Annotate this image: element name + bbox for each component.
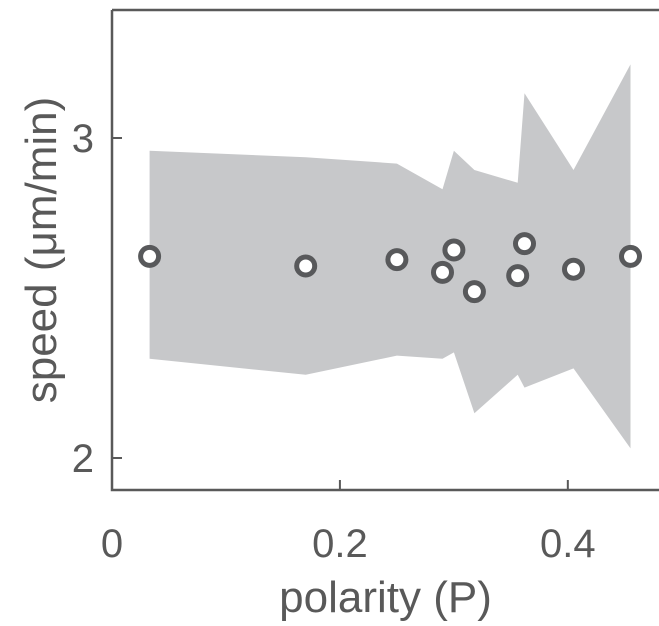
- data-point: [385, 248, 409, 272]
- data-point: [562, 257, 585, 281]
- data-point: [442, 238, 466, 262]
- data-point: [294, 254, 318, 278]
- x-tick-label: 0.2: [312, 522, 368, 566]
- data-point: [619, 244, 642, 268]
- data-point: [138, 244, 162, 268]
- ticks-layer: 0 0.2 0.4 2 3: [72, 117, 596, 566]
- data-point: [462, 280, 486, 304]
- x-tick-label: 0: [101, 522, 123, 566]
- data-point: [513, 232, 536, 256]
- x-tick-label: 0.4: [540, 522, 596, 566]
- y-tick-label: 2: [72, 437, 94, 481]
- y-tick-label: 3: [72, 117, 94, 161]
- data-point: [506, 264, 530, 288]
- y-axis-label: speed (μm/min): [17, 97, 66, 404]
- points-layer: [138, 232, 642, 304]
- data-point: [431, 260, 454, 284]
- x-axis-label: polarity (P): [279, 573, 492, 622]
